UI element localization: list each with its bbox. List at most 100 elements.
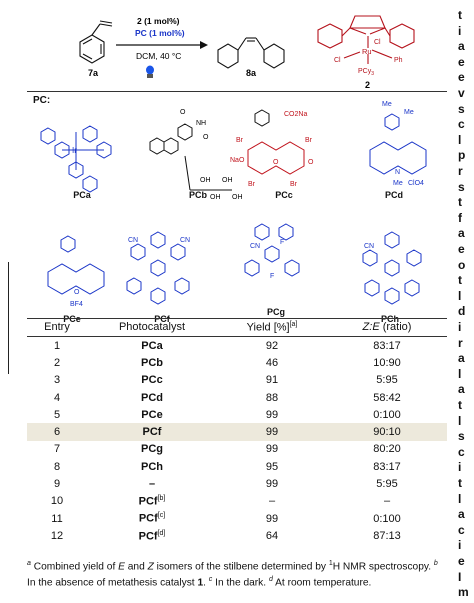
cell-pc: PCe <box>141 408 163 421</box>
cell-pc: PCf[b] <box>138 494 166 508</box>
reaction-scheme: 7a 2 (1 mol%) PC (1 mol%) DCM, 40 °C 8a … <box>79 15 415 90</box>
edge-glyph: e <box>458 554 465 568</box>
ratio-header: Z:E (ratio) <box>327 318 447 337</box>
cell-entry: 6 <box>27 423 87 441</box>
svg-text:F: F <box>280 239 284 246</box>
catalyst-ru: Ru <box>362 47 372 56</box>
cell-entry: 10 <box>50 495 64 508</box>
cell-entry: 7 <box>53 443 61 456</box>
cell-ratio: 87:13 <box>373 529 401 542</box>
cell-yield: 46 <box>265 356 279 369</box>
edge-glyph: t <box>458 195 462 210</box>
edge-glyph: a <box>458 226 465 241</box>
cell-ratio: 58:42 <box>373 391 401 404</box>
svg-text:CN: CN <box>180 237 190 244</box>
edge-glyph: t <box>458 398 462 412</box>
cell-ratio: 0:100 <box>373 512 401 525</box>
svg-text:CN: CN <box>128 237 138 244</box>
svg-text:O: O <box>308 159 314 166</box>
edge-glyph: s <box>458 429 465 444</box>
svg-text:F: F <box>270 273 274 280</box>
svg-text:ClO4: ClO4 <box>408 180 424 187</box>
cell-entry: 5 <box>53 408 61 421</box>
svg-text:OH: OH <box>222 177 233 184</box>
svg-text:Br: Br <box>305 137 313 144</box>
pcb-label-wrap: PCb <box>178 185 218 203</box>
cell-yield: 99 <box>265 408 279 421</box>
table-row: 12 PCf[d] 64 87:13 <box>27 527 447 544</box>
pcd-structure <box>369 113 427 175</box>
cell-yield: 88 <box>265 391 279 404</box>
cell-ratio: 90:10 <box>327 423 447 441</box>
cell-entry: 9 <box>53 478 61 491</box>
photocatalyst-structures: Ir O NH O OH OH OH OH CO2Na Br Br NaO O … <box>40 101 427 308</box>
edge-glyph: a <box>458 351 465 366</box>
table-row: 8 PCh 95 83:17 <box>27 458 447 475</box>
svg-text:Me: Me <box>404 109 414 116</box>
pca-label-wrap: PCa <box>62 185 102 203</box>
edge-glyph: i <box>458 538 462 553</box>
edge-glyph: l <box>458 288 462 303</box>
cell-pc: PCh <box>141 460 163 473</box>
table-row: 5 PCe 99 0:100 <box>27 406 447 423</box>
cell-entry: 8 <box>53 460 61 473</box>
svg-text:OH: OH <box>200 177 211 184</box>
edge-glyph: i <box>458 23 462 38</box>
table-header-row: Entry Photocatalyst Yield [%][a] Z:E (ra… <box>27 318 447 337</box>
pcd-label: PCd <box>385 190 403 200</box>
catalyst-cl-1: Cl <box>374 39 381 46</box>
product-label: 8a <box>246 68 257 78</box>
cell-pc: PCa <box>141 339 163 352</box>
left-frame-edge <box>0 262 9 374</box>
svg-text:Br: Br <box>236 137 244 144</box>
edge-glyph: I <box>458 569 462 584</box>
svg-text:O: O <box>203 134 209 141</box>
cell-pc: PCf <box>87 423 217 441</box>
cell-ratio: 80:20 <box>373 443 401 456</box>
svg-text:NaO: NaO <box>230 157 245 164</box>
scheme-divider <box>27 91 447 92</box>
cell-yield: 99 <box>217 423 327 441</box>
pcb-structure <box>149 123 232 191</box>
cell-pc: PCg <box>141 443 163 456</box>
cell-pc: – <box>148 478 156 491</box>
edge-glyph: l <box>458 413 462 428</box>
cell-pc: PCd <box>141 391 163 404</box>
cell-yield: 99 <box>265 512 279 525</box>
cell-yield: 92 <box>265 339 279 352</box>
svg-text:O: O <box>180 109 186 116</box>
cell-ratio: 10:90 <box>373 356 401 369</box>
results-table: Entry Photocatalyst Yield [%][a] Z:E (ra… <box>27 318 447 545</box>
edge-glyph: a <box>458 507 465 522</box>
yield-header: Yield [%][a] <box>217 318 327 337</box>
pcc-label: PCc <box>275 190 293 200</box>
edge-glyph: l <box>458 132 462 147</box>
pca-structure: Ir <box>40 125 112 193</box>
cell-ratio: 5:95 <box>376 374 398 387</box>
edge-glyph: l <box>458 366 462 381</box>
metathesis-catalyst-structure <box>317 15 415 64</box>
svg-text:CN: CN <box>250 243 260 250</box>
cell-ratio: 83:17 <box>373 460 401 473</box>
cell-ratio: 0:100 <box>373 408 401 421</box>
svg-text:OH: OH <box>232 194 243 201</box>
cell-entry: 11 <box>51 512 63 525</box>
edge-glyph: i <box>458 460 462 475</box>
footnote: a Combined yield of E and Z isomers of t… <box>27 560 438 589</box>
reagent-pc-loading: PC (1 mol%) <box>135 28 185 38</box>
cell-entry: 1 <box>53 339 61 352</box>
catalyst-pcy: PCy3 <box>358 68 374 77</box>
footnote-b-mark: b <box>433 560 438 567</box>
cell-ratio: 83:17 <box>373 339 401 352</box>
footnote-c-mark: c <box>208 575 213 583</box>
edge-glyph: c <box>458 522 465 537</box>
pcb-label: PCb <box>189 190 207 200</box>
edge-glyph: c <box>458 117 465 132</box>
svg-text:Me: Me <box>393 180 403 187</box>
cell-entry: 3 <box>53 374 61 387</box>
edge-glyph: a <box>458 382 465 397</box>
table-row: 10 PCf[b] – – <box>27 493 447 510</box>
cell-yield: 99 <box>265 478 279 491</box>
svg-text:Br: Br <box>248 181 256 188</box>
svg-text:CN: CN <box>364 243 374 250</box>
